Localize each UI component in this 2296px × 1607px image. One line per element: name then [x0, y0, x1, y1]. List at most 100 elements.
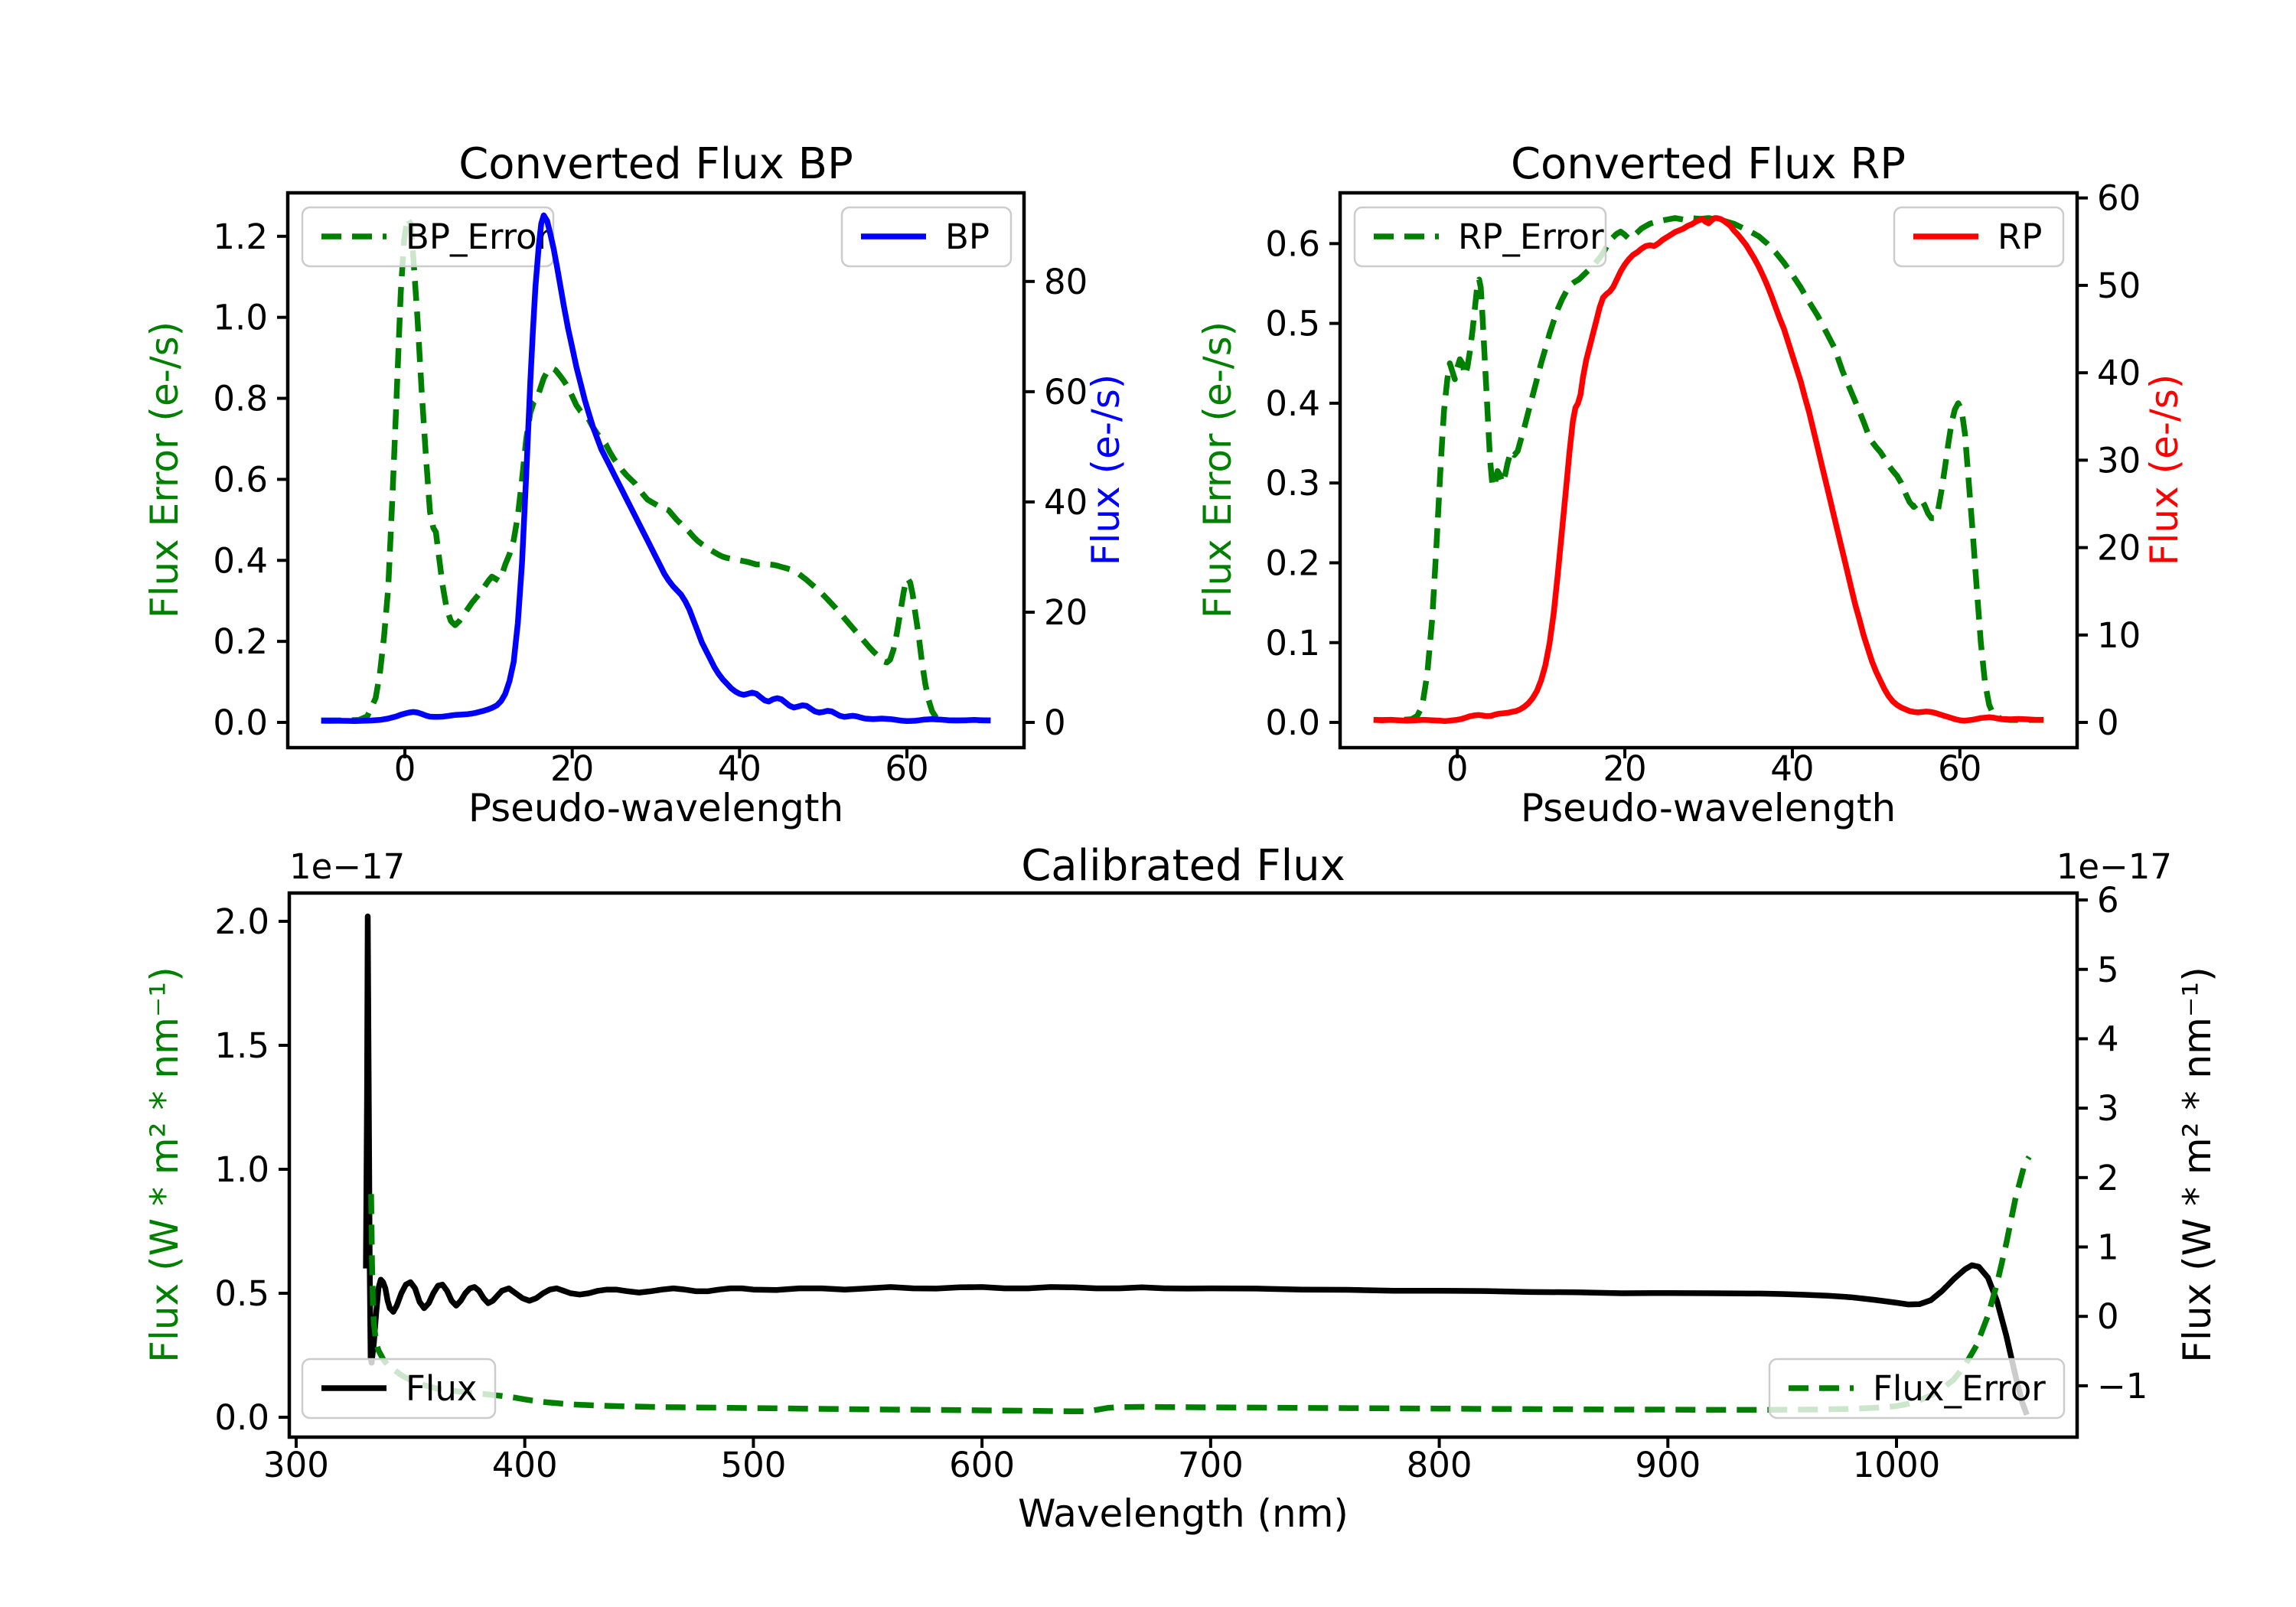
right-axis-offset-text: 1e−17: [2056, 846, 2172, 887]
rp-curve: [1373, 215, 2044, 725]
bp-error-legend: BP_Error: [301, 206, 555, 268]
left-y-tick-label: 1.5: [214, 1025, 269, 1066]
bp-legend-label: BP: [945, 217, 990, 257]
calibrated-flux-right-yaxis-label: Flux (W * m² * nm⁻¹): [2175, 966, 2219, 1362]
x-tick-label: 700: [1178, 1445, 1244, 1485]
x-tick-label: 500: [720, 1445, 786, 1485]
x-tick-label: 20: [1603, 748, 1646, 789]
right-y-tick-label: 30: [2097, 440, 2141, 481]
calibrated-flux-xaxis-label: Wavelength (nm): [1018, 1491, 1349, 1536]
left-y-tick-label: 0.6: [213, 459, 268, 500]
rp-error-legend-box: [1353, 206, 1607, 268]
left-axis-offset-text: 1e−17: [289, 846, 405, 887]
left-y-tick-label: 1.0: [213, 298, 268, 338]
left-y-tick-label: 0.4: [1265, 383, 1320, 424]
x-tick-label: 400: [492, 1445, 558, 1485]
rp-error-curve-layer: [1373, 215, 2044, 723]
right-y-tick-label: 40: [1044, 482, 1088, 523]
right-y-tick-label: 60: [1044, 372, 1088, 412]
right-y-tick-label: 0: [1044, 702, 1066, 743]
rp-error-legend-label: RP_Error: [1458, 217, 1604, 257]
right-y-tick-label: 50: [2097, 266, 2141, 306]
flux-legend-box: [301, 1358, 497, 1420]
left-y-tick-label: 0.5: [1265, 304, 1320, 344]
right-y-tick-label: 80: [1044, 262, 1088, 302]
calibrated-flux-plot-border: [287, 891, 2079, 1439]
right-y-tick-label: 60: [2097, 178, 2141, 219]
bp-error-curve-layer: [321, 215, 991, 724]
rp-xaxis-label: Pseudo-wavelength: [1521, 786, 1896, 830]
x-tick-label: 0: [394, 748, 416, 789]
right-y-tick-label: 3: [2097, 1088, 2119, 1129]
x-tick-label: 40: [718, 748, 762, 789]
x-tick-label: 1000: [1853, 1445, 1941, 1485]
flux-curve: [363, 913, 2030, 1416]
left-y-tick-label: 0.8: [213, 379, 268, 419]
rp-chart: Converted Flux RP RP_Error RP 0 20 40 60 0.0…: [1195, 139, 2187, 830]
bp-error-legend-label: BP_Error: [406, 217, 552, 257]
left-y-tick-label: 0.5: [214, 1273, 269, 1314]
right-y-tick-label: 0: [2097, 702, 2119, 743]
left-y-tick-label: 0.3: [1265, 463, 1320, 504]
left-y-tick-label: 0.2: [213, 621, 268, 662]
rp-left-yaxis-label: Flux Error (e-/s): [1195, 321, 1240, 618]
right-y-tick-label: 20: [2097, 528, 2141, 569]
rp-legend-label: RP: [1998, 217, 2042, 257]
flux-legend: Flux: [301, 1358, 497, 1420]
left-y-tick-label: 0.0: [214, 1397, 269, 1438]
left-y-tick-label: 2.0: [214, 901, 269, 942]
bp-right-yaxis-label: Flux (e-/s): [1084, 374, 1128, 566]
rp-right-yaxis-label: Flux (e-/s): [2142, 374, 2187, 566]
bp-xaxis-label: Pseudo-wavelength: [468, 786, 843, 830]
left-y-tick-label: 1.2: [213, 217, 268, 257]
right-y-tick-label: −1: [2097, 1366, 2148, 1407]
flux-curve-layer: [363, 913, 2030, 1416]
flux-legend-label: Flux: [406, 1368, 478, 1409]
flux-error-legend-label: Flux_Error: [1873, 1368, 2046, 1409]
left-y-tick-label: 1.0: [214, 1149, 269, 1190]
calibrated-flux-axes-ticks: 300 400 500 600 700 800 900 1000 0.0 0.5 1.0 1.5 2.0…: [214, 880, 2148, 1485]
x-tick-label: 0: [1446, 748, 1469, 789]
x-tick-label: 60: [885, 748, 928, 789]
left-y-tick-label: 0.6: [1265, 223, 1320, 264]
left-y-tick-label: 0.0: [1265, 702, 1320, 743]
bp-chart: Converted Flux BP BP_Error BP 0 20 40 60 0.0…: [142, 139, 1128, 830]
x-tick-label: 60: [1938, 748, 1981, 789]
rp-legend: RP: [1893, 206, 2065, 268]
bp-left-yaxis-label: Flux Error (e-/s): [142, 321, 187, 618]
rp-error-legend: RP_Error: [1353, 206, 1607, 268]
rp-legend-box: [1893, 206, 2065, 268]
flux-error-legend: Flux_Error: [1768, 1358, 2066, 1420]
right-y-tick-label: 10: [2097, 615, 2141, 656]
right-y-tick-label: 0: [2097, 1296, 2119, 1337]
x-tick-label: 900: [1635, 1445, 1701, 1485]
bp-curve: [321, 212, 991, 724]
left-y-tick-label: 0.1: [1265, 623, 1320, 663]
bp-plot-border: [285, 191, 1026, 750]
rp-axes-ticks: 0 20 40 60 0.0 0.1 0.2 0.3 0.4 0.5 0.6 0 10 20 30 40 50 6…: [1265, 178, 2141, 789]
bp-chart-title: Converted Flux BP: [458, 139, 853, 189]
rp-curve-layer: [1373, 215, 2044, 725]
right-y-tick-label: 2: [2097, 1158, 2119, 1198]
left-y-tick-label: 0.2: [1265, 543, 1320, 583]
right-y-tick-label: 5: [2097, 950, 2119, 990]
calibrated-flux-chart: Calibrated Flux 1e−17 1e−17 Flux Flux_Er…: [142, 841, 2219, 1536]
left-y-tick-label: 0.4: [213, 540, 268, 581]
rp-plot-border: [1338, 191, 2079, 750]
x-tick-label: 600: [949, 1445, 1015, 1485]
calibrated-flux-left-yaxis-label: Flux (W * m² * nm⁻¹): [142, 966, 187, 1362]
rp-error-curve: [1373, 215, 2044, 723]
calibrated-flux-title: Calibrated Flux: [1021, 841, 1345, 891]
bp-error-curve: [321, 215, 991, 724]
right-y-tick-label: 1: [2097, 1227, 2119, 1268]
bp-axes-ticks: 0 20 40 60 0.0 0.2 0.4 0.6 0.8 1.0 1.2 0 20 40 60 80: [213, 217, 1088, 789]
flux-error-legend-box: [1768, 1358, 2066, 1420]
bp-legend-box: [840, 206, 1013, 268]
x-tick-label: 800: [1407, 1445, 1473, 1485]
x-tick-label: 20: [550, 748, 594, 789]
bp-curve-layer: [321, 212, 991, 724]
bp-legend: BP: [840, 206, 1013, 268]
right-y-tick-label: 6: [2097, 880, 2119, 921]
